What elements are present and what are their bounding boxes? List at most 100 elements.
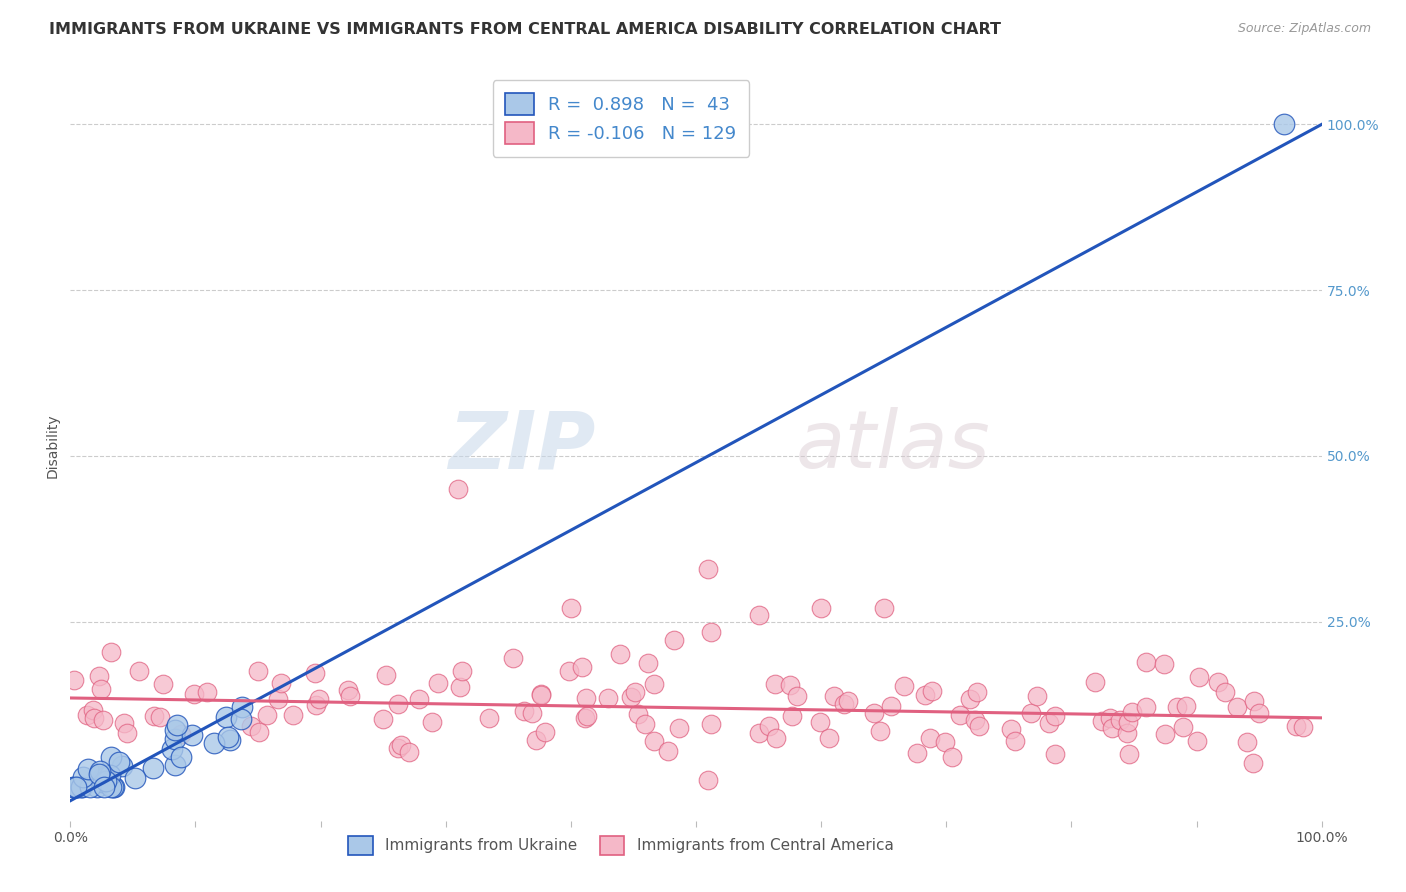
Point <box>94 774 117 789</box>
Point <box>1188 670 1211 684</box>
Point <box>451 665 474 679</box>
Point <box>862 706 884 720</box>
Point <box>246 665 269 679</box>
Point <box>195 685 218 699</box>
Point <box>398 745 420 759</box>
Point <box>100 645 122 659</box>
Point <box>1285 719 1308 733</box>
Point <box>1208 674 1230 689</box>
Point <box>91 714 114 728</box>
Point <box>1084 675 1107 690</box>
Point <box>810 601 832 615</box>
Point <box>219 732 242 747</box>
Point <box>948 707 970 722</box>
Point <box>1236 735 1258 749</box>
Point <box>90 681 112 696</box>
Point <box>66 780 89 795</box>
Point <box>152 676 174 690</box>
Point <box>371 712 394 726</box>
Point <box>1038 716 1060 731</box>
Point <box>79 780 101 795</box>
Point <box>1118 747 1140 762</box>
Text: ZIP: ZIP <box>449 407 596 485</box>
Point <box>534 724 557 739</box>
Point <box>637 657 659 671</box>
Point <box>657 744 679 758</box>
Point <box>1101 721 1123 735</box>
Point <box>166 718 188 732</box>
Point <box>1115 726 1137 740</box>
Point <box>1174 699 1197 714</box>
Point <box>93 771 115 785</box>
Point <box>869 724 891 739</box>
Point <box>374 668 396 682</box>
Point <box>100 780 122 795</box>
Point <box>1091 714 1114 728</box>
Point <box>502 650 524 665</box>
Point <box>229 712 252 726</box>
Point <box>571 660 593 674</box>
Point <box>93 773 115 788</box>
Point <box>387 697 409 711</box>
Point <box>111 759 134 773</box>
Point <box>662 632 685 647</box>
Point <box>872 601 894 615</box>
Point <box>239 719 262 733</box>
Point <box>89 767 111 781</box>
Point <box>522 706 544 720</box>
Point <box>76 708 98 723</box>
Point <box>93 780 115 795</box>
Point <box>1154 727 1177 741</box>
Point <box>934 734 956 748</box>
Point <box>627 707 650 722</box>
Point <box>1213 685 1236 699</box>
Point <box>837 694 859 708</box>
Point <box>1004 734 1026 748</box>
Point <box>267 691 290 706</box>
Point <box>967 718 990 732</box>
Point <box>1226 700 1249 714</box>
Point <box>103 780 125 795</box>
Point <box>82 704 104 718</box>
Point <box>128 664 150 678</box>
Point <box>83 711 105 725</box>
Point <box>817 731 839 745</box>
Point <box>832 697 855 711</box>
Point <box>1292 720 1315 734</box>
Point <box>115 726 138 740</box>
Point <box>163 758 186 772</box>
Point <box>1099 711 1122 725</box>
Point <box>1241 756 1264 771</box>
Point <box>169 727 191 741</box>
Point <box>256 708 278 723</box>
Point <box>941 750 963 764</box>
Point <box>530 688 553 702</box>
Point <box>1121 705 1143 719</box>
Point <box>1043 708 1066 723</box>
Point <box>202 736 225 750</box>
Point <box>408 692 430 706</box>
Point <box>700 625 723 640</box>
Point <box>387 741 409 756</box>
Point <box>966 685 988 699</box>
Point <box>598 690 620 705</box>
Point <box>668 721 690 735</box>
Point <box>879 698 901 713</box>
Point <box>914 688 936 702</box>
Point <box>609 648 631 662</box>
Point <box>65 780 87 795</box>
Point <box>420 715 443 730</box>
Point <box>1135 700 1157 714</box>
Point <box>87 769 110 783</box>
Point <box>748 608 770 623</box>
Point <box>389 739 412 753</box>
Point <box>558 664 581 678</box>
Point <box>696 773 718 788</box>
Point <box>93 770 115 784</box>
Point <box>575 690 598 705</box>
Point <box>77 762 100 776</box>
Point <box>62 780 84 795</box>
Point <box>89 764 111 778</box>
Point <box>763 677 786 691</box>
Point <box>560 601 582 615</box>
